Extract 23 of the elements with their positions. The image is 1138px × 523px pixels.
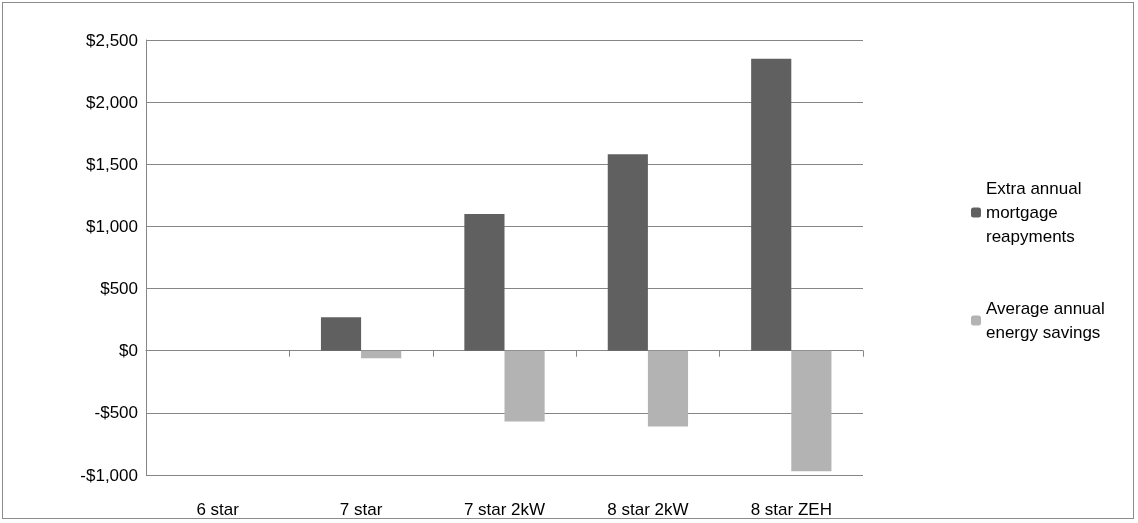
y-tick-label: $500 xyxy=(100,279,138,299)
x-tick-label: 7 star xyxy=(339,500,383,519)
bar xyxy=(791,350,832,472)
bar xyxy=(647,350,689,427)
y-tick-label: -$1,000 xyxy=(80,465,138,485)
x-tick-label: 8 star ZEH xyxy=(750,500,832,519)
bar xyxy=(361,350,402,359)
y-tick-label: $2,000 xyxy=(86,92,138,112)
x-tick-label: 7 star 2kW xyxy=(463,500,546,519)
legend-label: Average annual energy savings xyxy=(986,299,1110,342)
bar xyxy=(464,214,505,351)
x-tick-label: 8 star 2kW xyxy=(607,500,689,519)
x-tick-label: 6 star xyxy=(196,500,240,519)
bar xyxy=(607,154,648,351)
legend-label: Extra annual mortgage reapyments xyxy=(986,179,1087,246)
bar xyxy=(320,317,362,351)
bar xyxy=(504,350,545,422)
y-tick-label: $2,500 xyxy=(86,30,138,50)
y-tick-label: $1,000 xyxy=(86,216,138,236)
y-tick-label: $1,500 xyxy=(86,154,138,174)
y-tick-label: -$500 xyxy=(94,403,138,423)
y-tick-label: $0 xyxy=(119,341,138,361)
bar xyxy=(751,58,792,351)
